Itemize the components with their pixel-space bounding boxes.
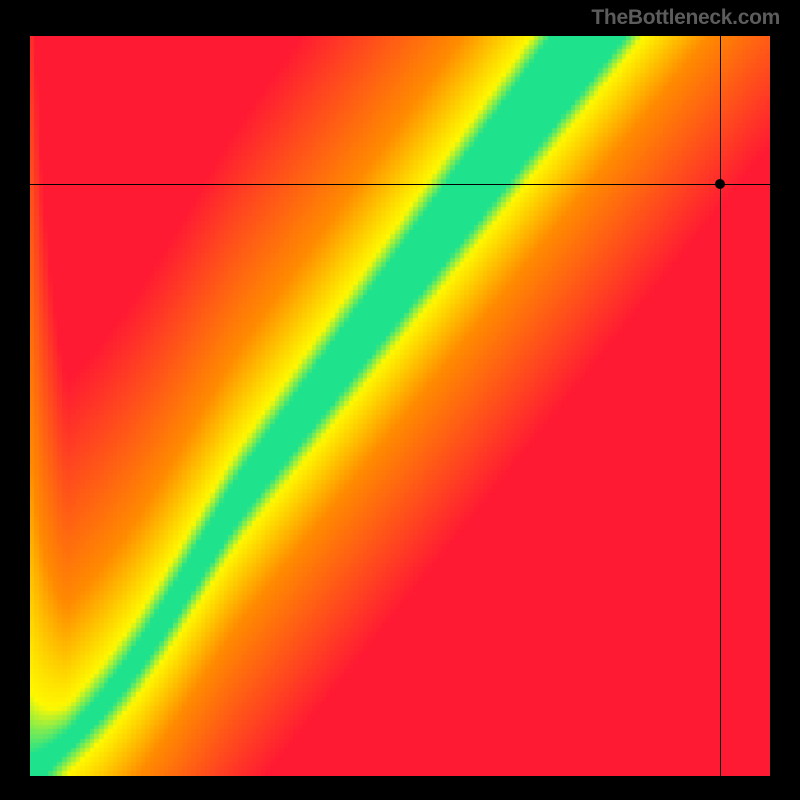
chart-container: TheBottleneck.com <box>0 0 800 800</box>
heatmap-plot <box>30 36 770 776</box>
heatmap-canvas <box>30 36 770 776</box>
attribution-text: TheBottleneck.com <box>591 6 780 30</box>
crosshair-horizontal <box>30 184 770 185</box>
crosshair-point <box>715 179 725 189</box>
crosshair-vertical <box>720 36 721 776</box>
